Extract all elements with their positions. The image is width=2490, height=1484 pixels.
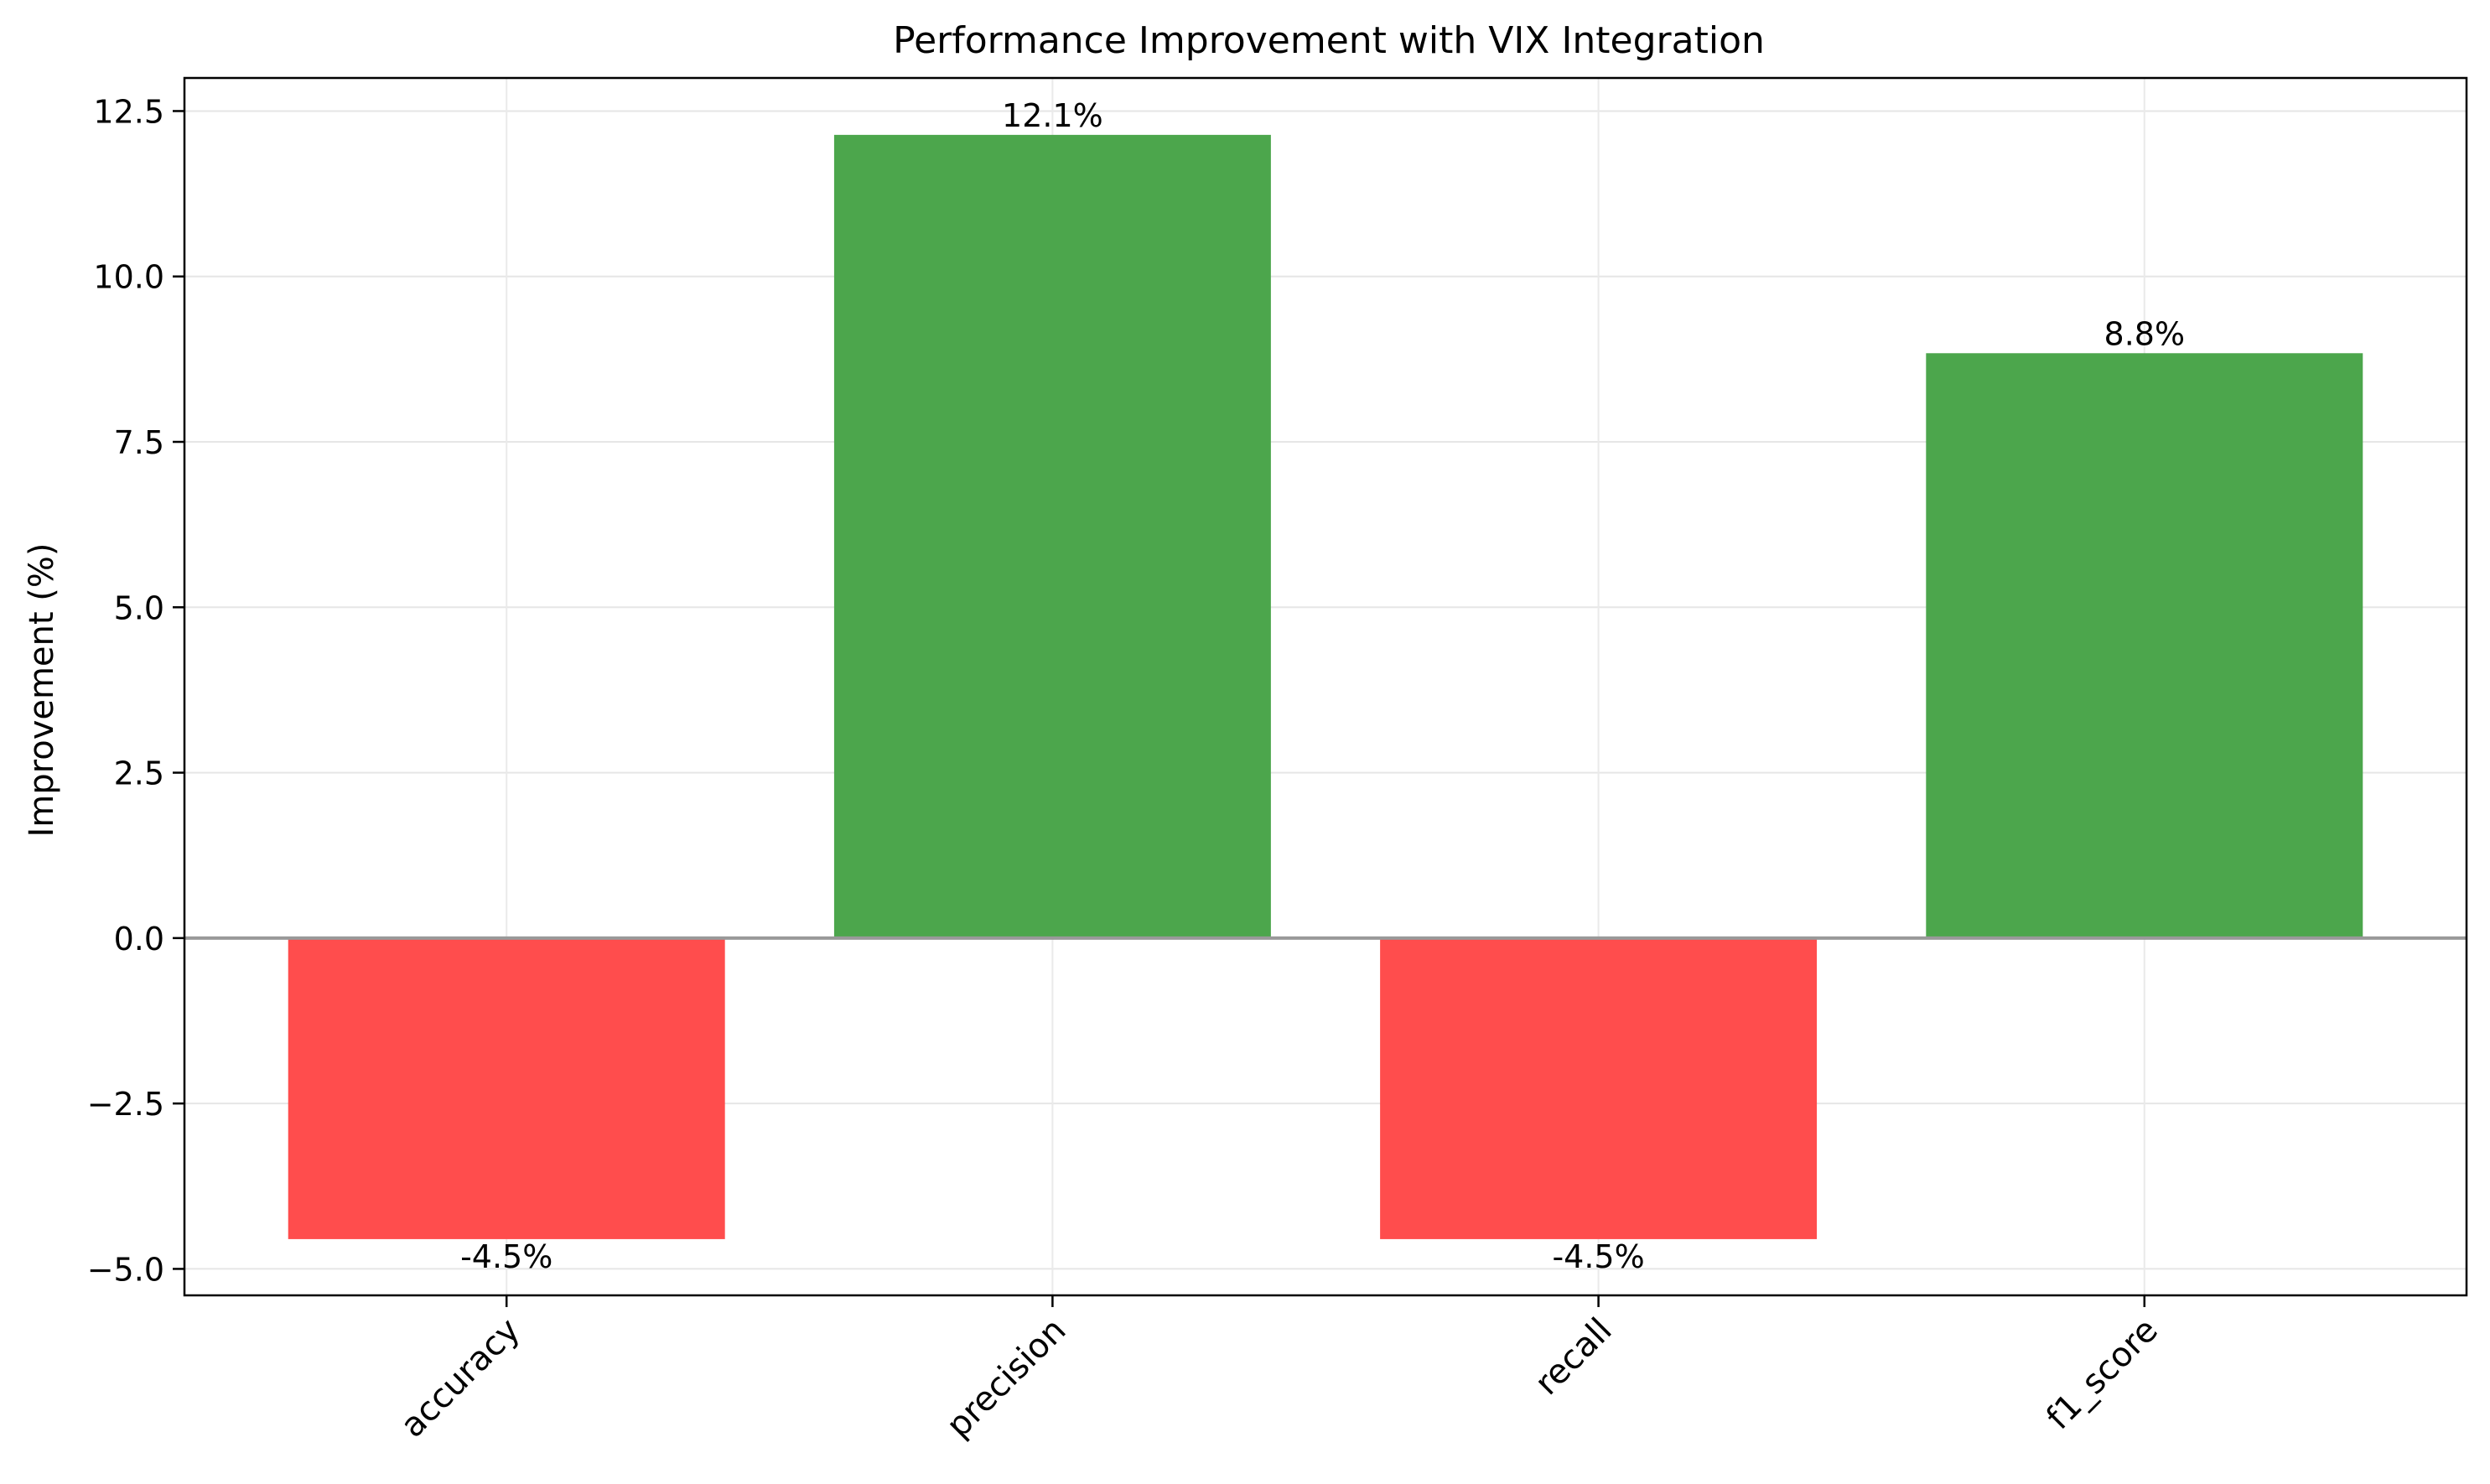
y-tick-label: −2.5 — [87, 1086, 164, 1123]
plot-frame — [183, 76, 2468, 1297]
y-tick-label: −5.0 — [87, 1251, 164, 1288]
bar-recall — [1380, 937, 1818, 1239]
y-tick-label: 10.0 — [93, 259, 164, 296]
y-tick-label: 2.5 — [114, 755, 164, 792]
bar-f1_score — [1926, 353, 2363, 938]
bar-precision — [833, 134, 1271, 938]
y-axis-label: Improvement (%) — [23, 542, 61, 837]
chart-title: Performance Improvement with VIX Integra… — [893, 19, 1765, 62]
data-labels: -4.5% 12.1% -4.5% 8.8% — [460, 97, 2185, 1275]
data-label: -4.5% — [460, 1238, 552, 1275]
data-label: -4.5% — [1552, 1238, 1644, 1275]
x-tick-label: accuracy — [393, 1311, 527, 1445]
y-tick-label: 12.5 — [93, 93, 164, 130]
x-tick-label: f1_score — [2039, 1311, 2166, 1438]
y-tick-label: 0.0 — [114, 921, 164, 957]
data-label: 8.8% — [2104, 315, 2186, 352]
x-tick-label: recall — [1528, 1311, 1620, 1404]
y-tick-label: 7.5 — [114, 424, 164, 461]
y-tick-label: 5.0 — [114, 589, 164, 626]
data-label: 12.1% — [1002, 97, 1103, 134]
bars — [288, 134, 2363, 1239]
x-tick-label: precision — [939, 1311, 1073, 1445]
axes: −5.0 −2.5 0.0 2.5 5.0 7.5 10.0 12.5 accuracy prec… — [87, 76, 2468, 1445]
bar-accuracy — [288, 937, 725, 1239]
